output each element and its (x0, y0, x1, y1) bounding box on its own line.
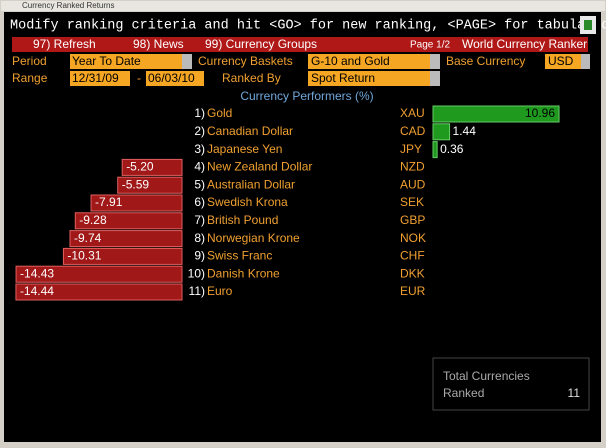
currency-code: CAD (400, 124, 426, 138)
value-label: -5.59 (122, 177, 150, 191)
field-label: Period (12, 54, 47, 68)
currency-name: Danish Krone (207, 266, 280, 280)
section-title: Currency Performers (%) (240, 89, 373, 103)
field-label: Range (12, 71, 48, 85)
field-label: Base Currency (446, 54, 525, 68)
rank: 5) (194, 177, 205, 191)
summary-label: Total Currencies (443, 369, 530, 383)
bar (433, 124, 450, 140)
currency-code: NOK (400, 231, 426, 245)
value-label: -9.74 (74, 231, 102, 245)
rank: 2) (194, 124, 205, 138)
menu-item[interactable]: 99) Currency Groups (205, 37, 317, 51)
value-label: -9.28 (79, 213, 107, 227)
currency-name: Japanese Yen (207, 142, 282, 156)
value-label: -5.20 (126, 160, 154, 174)
currency-code: NZD (400, 160, 425, 174)
screen-title: World Currency Ranker (462, 37, 587, 51)
currency-code: JPY (400, 142, 422, 156)
currency-name: Swiss Franc (207, 249, 272, 263)
currency-name: New Zealand Dollar (207, 160, 312, 174)
value-label: -14.44 (20, 284, 54, 298)
dropdown-arrow[interactable] (430, 54, 440, 69)
currency-name: Euro (207, 284, 233, 298)
currency-code: DKK (400, 266, 425, 280)
currency-code: AUD (400, 177, 426, 191)
field-value: 06/03/10 (148, 71, 195, 85)
value-label: -10.31 (67, 249, 101, 263)
field-value: 12/31/09 (72, 71, 119, 85)
currency-name: Norwegian Krone (207, 231, 300, 245)
rank: 3) (194, 142, 205, 156)
rank: 7) (194, 213, 205, 227)
currency-name: Australian Dollar (207, 177, 295, 191)
field-value: USD (548, 54, 574, 68)
currency-code: GBP (400, 213, 425, 227)
currency-code: SEK (400, 195, 424, 209)
rank: 8) (194, 231, 205, 245)
currency-code: EUR (400, 284, 426, 298)
icon-glyph (584, 20, 592, 30)
dropdown-arrow[interactable] (430, 71, 440, 86)
value-label: -14.43 (20, 266, 54, 280)
field-value: Year To Date (72, 54, 141, 68)
rank: 10) (188, 266, 205, 280)
menu-item[interactable]: 97) Refresh (33, 37, 96, 51)
menu-item[interactable]: 98) News (133, 37, 184, 51)
rank: 11) (189, 284, 205, 298)
dropdown-arrow[interactable] (182, 54, 192, 69)
rank: 4) (194, 160, 205, 174)
bar (433, 142, 437, 158)
value-label: -7.91 (95, 195, 123, 209)
value-label: 1.44 (453, 124, 477, 138)
instruction: Modify ranking criteria and hit <GO> for… (10, 19, 606, 34)
rank: 6) (194, 195, 205, 209)
field-value: Spot Return (311, 71, 375, 85)
rank: 1) (194, 106, 205, 120)
summary-count: 11 (568, 386, 581, 400)
field-label: Currency Baskets (198, 54, 293, 68)
window-title: Currency Ranked Returns (22, 1, 114, 10)
value-label: 0.36 (440, 142, 464, 156)
field-value: G-10 and Gold (311, 54, 390, 68)
value-label: 10.96 (525, 106, 555, 120)
currency-name: Swedish Krona (207, 195, 288, 209)
range-separator: - (137, 71, 141, 85)
currency-code: XAU (400, 106, 425, 120)
currency-name: British Pound (207, 213, 278, 227)
summary-label: Ranked (443, 386, 484, 400)
rank: 9) (194, 249, 205, 263)
currency-name: Gold (207, 106, 232, 120)
currency-code: CHF (400, 249, 425, 263)
page-indicator: Page 1/2 (410, 40, 450, 51)
field-label: Ranked By (222, 71, 281, 85)
currency-name: Canadian Dollar (207, 124, 293, 138)
dropdown-arrow[interactable] (581, 54, 590, 69)
